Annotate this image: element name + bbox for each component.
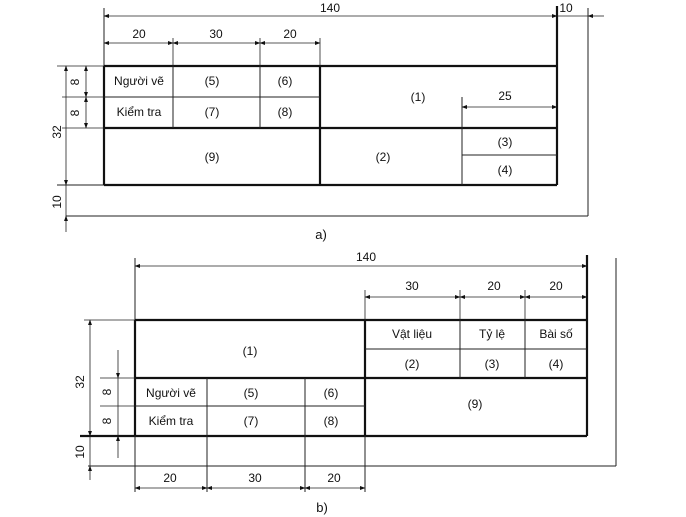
- dim-label-col3-a: 20: [283, 27, 297, 41]
- cell-2-b: (2): [405, 357, 420, 371]
- dim-label-col2-a: 30: [209, 27, 223, 41]
- cell-4-a: (4): [498, 163, 513, 177]
- dim-label-margin-bottom-b: 10: [73, 445, 87, 459]
- caption-b: b): [316, 500, 328, 515]
- dim-label-bot-col2-b: 30: [248, 471, 262, 485]
- dim-label-col-right-a: 25: [498, 89, 512, 103]
- cell-1-a: (1): [411, 90, 426, 104]
- cell-3-b: (3): [485, 357, 500, 371]
- dim-label-height-a: 32: [50, 125, 64, 139]
- caption-a: a): [315, 227, 327, 242]
- dim-label-bot-col3-b: 20: [327, 471, 341, 485]
- dim-label-top-col1-b: 30: [405, 279, 419, 293]
- cell-4-b: (4): [549, 357, 564, 371]
- cell-9-a: (9): [205, 150, 220, 164]
- cell-drawn-by-a: Người vẽ: [114, 74, 164, 88]
- sheet-border-b: [88, 258, 617, 467]
- dim-overall-b: 140: [134, 250, 588, 268]
- drawing-frame-b: [80, 255, 589, 438]
- cell-3-a: (3): [498, 135, 513, 149]
- cell-6-b: (6): [324, 386, 339, 400]
- dim-margin-right-a: 10: [557, 1, 604, 18]
- cell-drawn-by-b: Người vẽ: [146, 386, 196, 400]
- cell-2-a: (2): [376, 150, 391, 164]
- dim-label-overall-b: 140: [356, 250, 376, 264]
- dim-vertical-b: 8 8 32 10: [73, 319, 135, 480]
- dim-columns-a: 20 30 20: [103, 27, 321, 66]
- cell-6-a: (6): [278, 74, 293, 88]
- dim-vertical-a: 8 8 32 10: [50, 65, 104, 232]
- cell-7-a: (7): [205, 105, 220, 119]
- dim-label-overall-a: 140: [320, 1, 340, 15]
- cell-checked-by-a: Kiểm tra: [117, 105, 162, 119]
- drawing-frame-a: [104, 6, 559, 187]
- dim-bottom-columns-b: 20 30 20: [134, 471, 366, 490]
- dim-top-columns-b: 30 20 20: [364, 279, 588, 320]
- cell-8-a: (8): [278, 105, 293, 119]
- cell-scale-b: Tỷ lệ: [479, 327, 505, 341]
- dim-label-row2-a: 8: [68, 109, 82, 116]
- dim-label-row1-b: 8: [100, 388, 114, 395]
- cell-5-a: (5): [205, 74, 220, 88]
- dim-col-right-a: 25: [461, 89, 558, 109]
- dim-label-bot-col1-b: 20: [163, 471, 177, 485]
- dim-label-margin-bottom-a: 10: [50, 195, 64, 209]
- dim-label-top-col3-b: 20: [549, 279, 563, 293]
- title-block-b: [133, 318, 587, 492]
- cell-8-b: (8): [324, 414, 339, 428]
- dim-label-row2-b: 8: [100, 417, 114, 424]
- dim-label-row1-a: 8: [68, 78, 82, 85]
- figure-a: Người vẽ Kiểm tra (5) (7) (6) (8) (1) (9…: [50, 1, 604, 242]
- title-block-a: [102, 64, 557, 185]
- figure-b: Vật liệu Tỷ lệ Bài số (2) (3) (4) (1) (9…: [73, 250, 617, 515]
- cell-5-b: (5): [244, 386, 259, 400]
- cell-9-b: (9): [468, 397, 483, 411]
- dim-label-margin-right-a: 10: [559, 1, 573, 15]
- cell-sheet-no-b: Bài số: [539, 327, 573, 341]
- dim-label-top-col2-b: 20: [487, 279, 501, 293]
- cell-material-b: Vật liệu: [392, 327, 432, 341]
- dim-overall-a: 140: [103, 1, 558, 18]
- cell-7-b: (7): [244, 414, 259, 428]
- dim-label-col1-a: 20: [132, 27, 146, 41]
- dim-label-height-b: 32: [73, 375, 87, 389]
- cell-1-b: (1): [243, 344, 258, 358]
- cell-checked-by-b: Kiểm tra: [149, 414, 194, 428]
